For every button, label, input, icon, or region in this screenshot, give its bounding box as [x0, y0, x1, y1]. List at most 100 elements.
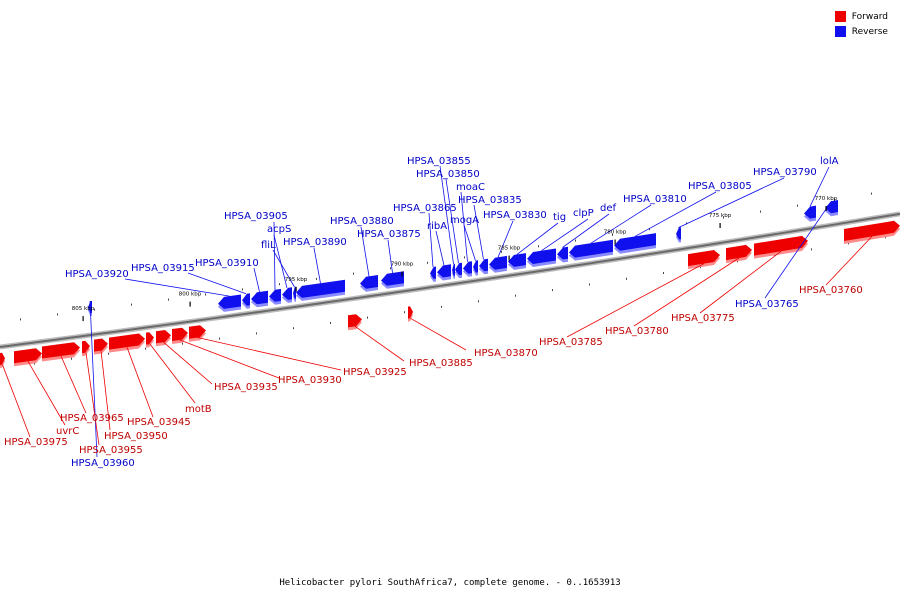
- gene-label-lolA: lolA: [820, 156, 839, 167]
- gene-label-HPSA_03810: HPSA_03810: [623, 194, 687, 205]
- tick-mark: [401, 271, 403, 277]
- gene-HPSA_03855: [452, 263, 455, 276]
- position-marker: [575, 239, 576, 242]
- position-marker: [552, 289, 553, 292]
- gene-label-HPSA_03920: HPSA_03920: [65, 269, 129, 280]
- leader-acpS: [273, 234, 288, 289]
- position-marker: [723, 216, 724, 219]
- leader-tig: [516, 222, 559, 255]
- leader-ribA: [435, 230, 445, 266]
- leader-HPSA_03875: [387, 239, 393, 273]
- position-marker: [501, 250, 502, 253]
- gene-HPSA_03780: [726, 244, 752, 261]
- gene-HPSA_03880: [360, 275, 378, 289]
- tick-label: 790 kbp: [391, 262, 414, 268]
- gene-ribA: [437, 264, 451, 278]
- reverse-swatch: [834, 26, 846, 37]
- leader-HPSA_03920: [124, 278, 230, 297]
- gene-HPSA_03955: [82, 340, 90, 354]
- tick-mark: [189, 301, 191, 307]
- position-marker: [131, 303, 132, 306]
- gene-label-clpP: clpP: [573, 208, 594, 219]
- position-marker: [242, 288, 243, 291]
- gene-label-HPSA_03765: HPSA_03765: [735, 299, 799, 310]
- gene-moaC: [463, 261, 472, 274]
- leader-HPSA_03890: [313, 247, 321, 284]
- gene-label-mogA: mogA: [450, 215, 479, 226]
- gene-label-HPSA_03955: HPSA_03955: [79, 445, 143, 456]
- gene-label-HPSA_03975: HPSA_03975: [4, 437, 68, 448]
- gene-HPSA_03875: [381, 271, 404, 286]
- tick-label: 805 kbp: [72, 306, 95, 312]
- scale-ticks: 805 kbp 800 kbp 795 kbp 790 kbp 785 kbp 780 k…: [72, 196, 838, 322]
- position-markers: [20, 192, 886, 365]
- gene-HPSA_03975: [0, 352, 5, 365]
- gene-HPSA_03810: [569, 239, 613, 258]
- position-marker: [145, 347, 146, 350]
- gene-label-HPSA_03850: HPSA_03850: [416, 169, 480, 180]
- position-marker: [108, 352, 109, 355]
- leader-HPSA_03905: [273, 221, 276, 290]
- tick-label: 780 kbp: [604, 230, 627, 236]
- gene-label-HPSA_03950: HPSA_03950: [104, 431, 168, 442]
- position-marker: [737, 260, 738, 263]
- position-marker: [589, 283, 590, 286]
- tick-mark: [295, 286, 297, 292]
- position-marker: [427, 261, 428, 264]
- gene-label-fliL: fliL: [261, 240, 276, 251]
- tick-label: 785 kbp: [498, 246, 521, 252]
- position-marker: [94, 308, 95, 311]
- gene-HPSA_03935: [156, 330, 171, 344]
- leader-HPSA_03760: [825, 236, 873, 286]
- gene-clpP: [527, 248, 556, 264]
- leader-HPSA_03765: [764, 200, 832, 299]
- leader-HPSA_03850: [445, 178, 459, 264]
- leader-HPSA_03930: [179, 339, 280, 379]
- gene-label-HPSA_03915: HPSA_03915: [131, 263, 195, 274]
- legend-label-forward: Forward: [851, 11, 888, 22]
- genome-backbone: [0, 211, 900, 350]
- gene-HPSA_03910: [251, 290, 268, 305]
- legend-item-reverse: Reverse: [834, 24, 888, 39]
- gene-mogA: [473, 260, 478, 273]
- position-marker: [797, 204, 798, 207]
- position-marker: [626, 277, 627, 280]
- gene-HPSA_03785: [688, 250, 720, 267]
- figure-caption: Helicobacter pylori SouthAfrica7, comple…: [279, 578, 621, 588]
- gene-label-HPSA_03775: HPSA_03775: [671, 313, 735, 324]
- leader-uvrC: [27, 361, 66, 426]
- gene-label-HPSA_03935: HPSA_03935: [214, 382, 278, 393]
- position-marker: [205, 293, 206, 296]
- position-marker: [34, 362, 35, 365]
- gene-label-HPSA_03870: HPSA_03870: [474, 348, 538, 359]
- tick-mark: [719, 223, 721, 228]
- gene-HPSA_03890: [296, 279, 345, 298]
- gene-label-uvrC: uvrC: [56, 426, 79, 437]
- gene-uvrC: [14, 348, 42, 364]
- gene-HPSA_03905: [269, 288, 281, 302]
- leader-HPSA_03810: [590, 204, 652, 244]
- gene-label-HPSA_03910: HPSA_03910: [195, 258, 259, 269]
- gene-HPSA_03865: [430, 266, 436, 279]
- gene-label-HPSA_03805: HPSA_03805: [688, 181, 752, 192]
- gene-HPSA_03915: [242, 293, 250, 306]
- legend: Forward Reverse: [834, 9, 888, 39]
- position-marker: [20, 318, 21, 321]
- leader-HPSA_03805: [634, 191, 717, 237]
- gene-HPSA_03830: [489, 255, 507, 270]
- leader-lolA: [809, 166, 830, 207]
- position-marker: [538, 245, 539, 248]
- forward-swatch: [834, 11, 846, 22]
- gene-label-HPSA_03885: HPSA_03885: [409, 358, 473, 369]
- position-marker: [478, 300, 479, 303]
- gene-acpS: [282, 287, 292, 300]
- gene-HPSA_03870: [408, 306, 413, 319]
- position-marker: [871, 192, 872, 195]
- gene-lolA: [804, 205, 816, 219]
- tick-mark: [614, 239, 616, 245]
- legend-label-reverse: Reverse: [851, 26, 888, 37]
- gene-HPSA_03790: [676, 227, 681, 240]
- gene-fliL: [293, 286, 296, 299]
- position-marker: [834, 198, 835, 201]
